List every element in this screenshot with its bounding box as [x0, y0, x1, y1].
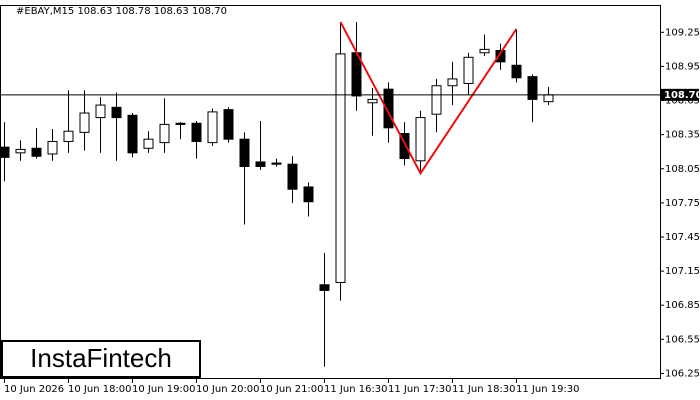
candle-body: [223, 109, 234, 140]
candle-body: [191, 122, 202, 142]
candle-body: [511, 64, 522, 79]
y-tick-label: 107.45: [665, 232, 700, 243]
chart-title: #EBAY,M15 108.63 108.78 108.63 108.70: [16, 6, 227, 17]
y-tick-label: 107.15: [665, 266, 700, 277]
candle-body: [175, 122, 186, 125]
candle-body: [159, 123, 170, 144]
candle-body: [431, 85, 442, 115]
y-tick-label: 108.05: [665, 164, 700, 175]
y-tick-label: 108.95: [665, 61, 700, 72]
candle-body: [415, 117, 426, 162]
candle-body: [543, 94, 554, 103]
y-tick-label: 109.25: [665, 27, 700, 38]
candle-body: [79, 112, 90, 133]
candle-body: [31, 147, 42, 157]
candle-body: [527, 76, 538, 100]
candle-body: [367, 98, 378, 104]
x-tick-label: 10 Jun 2026: [4, 384, 64, 395]
candle-body: [463, 56, 474, 84]
pattern-line: [339, 21, 518, 176]
plot-frame: [0, 5, 661, 379]
candle-body: [399, 133, 410, 160]
candle-body: [303, 186, 314, 203]
y-tick-label: 108.65: [665, 96, 700, 107]
last-price-label: 108.70: [664, 90, 700, 101]
x-tick-label: 11 Jun 19:30: [516, 384, 580, 395]
candle-body: [335, 53, 346, 283]
candle-body: [239, 138, 250, 167]
candle-body: [47, 140, 58, 155]
candle-body: [15, 148, 26, 154]
x-tick-label: 10 Jun 21:00: [260, 384, 324, 395]
candle-body: [495, 49, 506, 63]
candle-body: [95, 104, 106, 119]
logo-text: InstaFintech: [30, 343, 172, 373]
candle-body: [287, 163, 298, 190]
y-tick-label: 106.25: [665, 368, 700, 379]
candle-body: [383, 88, 394, 129]
y-tick-label: 106.55: [665, 334, 700, 345]
candle-body: [63, 130, 74, 142]
candle-body: [111, 106, 122, 119]
y-tick-label: 107.75: [665, 198, 700, 209]
candle-body: [319, 284, 330, 291]
candle-body: [271, 162, 282, 165]
x-tick-label: 10 Jun 18:00: [68, 384, 132, 395]
candle-body: [143, 138, 154, 149]
x-tick-label: 10 Jun 20:00: [196, 384, 260, 395]
candle-body: [255, 161, 266, 167]
candle-body: [0, 146, 10, 158]
candle-body: [127, 114, 138, 154]
logo-box: [1, 340, 201, 378]
candle-body: [207, 111, 218, 144]
logo: InstaFintech: [1, 340, 201, 378]
last-price-box: [661, 88, 699, 101]
candle-body: [447, 78, 458, 87]
y-tick-label: 108.35: [665, 130, 700, 141]
y-tick-label: 106.85: [665, 300, 700, 311]
x-tick-label: 11 Jun 18:30: [452, 384, 516, 395]
candle-body: [479, 48, 490, 54]
x-tick-label: 11 Jun 16:30: [324, 384, 388, 395]
x-tick-label: 11 Jun 17:30: [388, 384, 452, 395]
x-tick-label: 10 Jun 19:00: [132, 384, 196, 395]
